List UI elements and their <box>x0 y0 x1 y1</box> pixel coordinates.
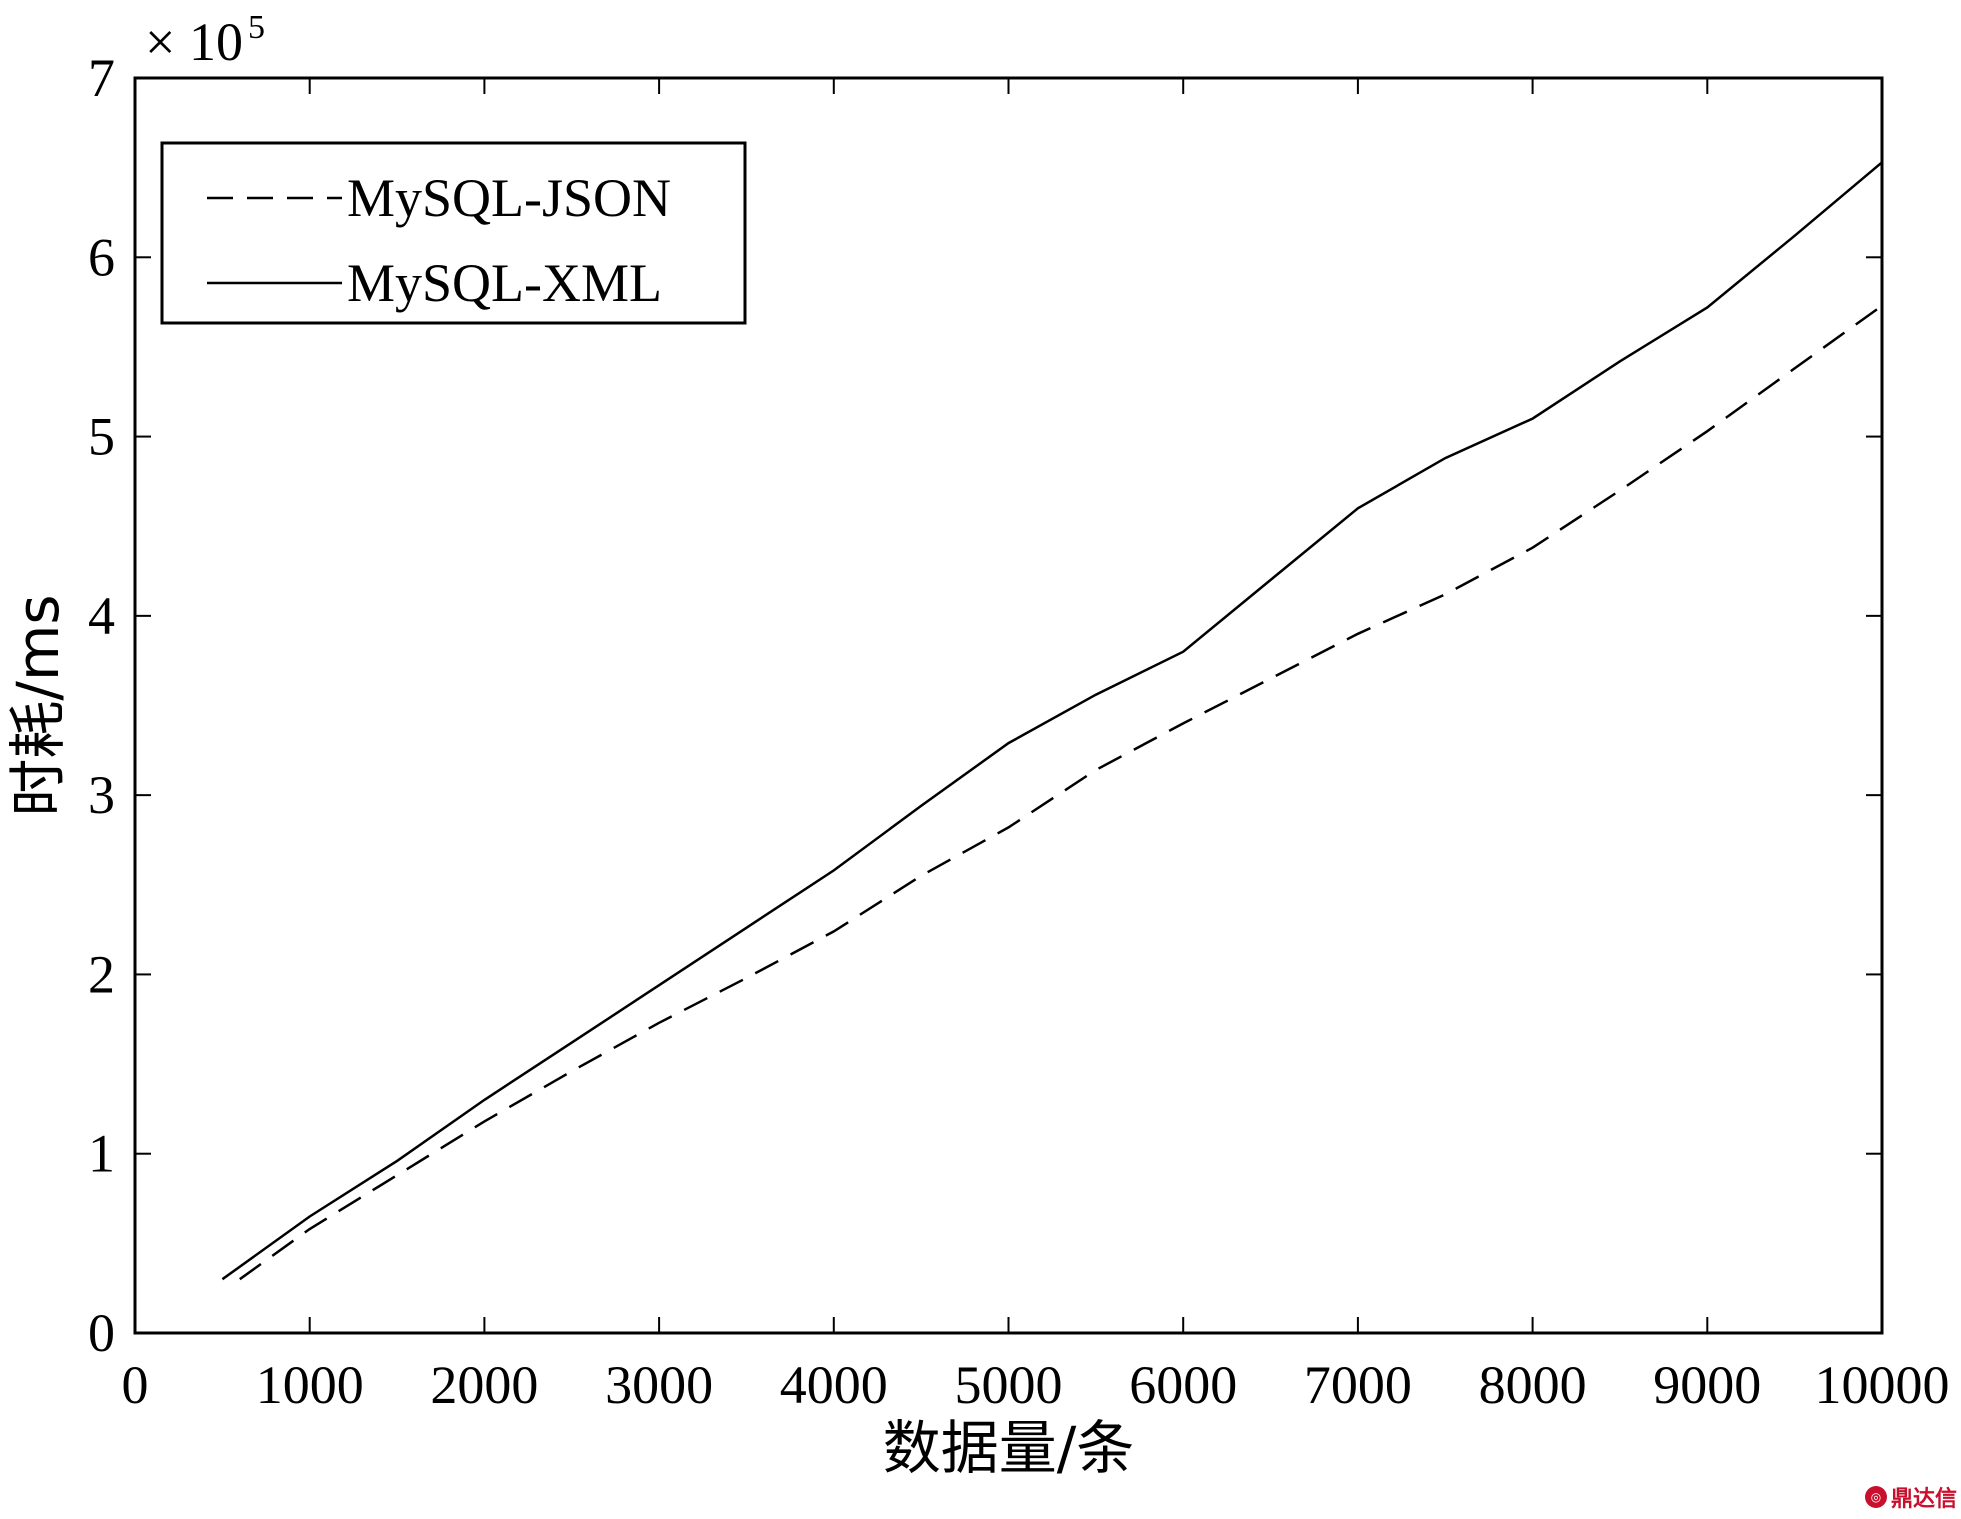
legend-box <box>160 141 747 325</box>
y-tick-label: 6 <box>88 227 115 287</box>
series-layer <box>221 161 1883 1281</box>
axis-tick-labels: 0 1000 2000 3000 4000 5000 6000 7000 8000 9000 100… <box>88 48 1950 1415</box>
y-tick-label: 3 <box>88 765 115 825</box>
x-tick-label: 9000 <box>1653 1355 1761 1415</box>
legend-label: MySQL-JSON <box>347 168 671 228</box>
y-multiplier-base: × 10 <box>145 12 243 72</box>
y-tick-label: 7 <box>88 48 115 108</box>
x-tick-label: 1000 <box>256 1355 364 1415</box>
legend-label: MySQL-XML <box>347 253 662 313</box>
watermark-text: 鼎达信 <box>1890 1487 1957 1512</box>
x-tick-label: 5000 <box>955 1355 1063 1415</box>
legend: MySQL-JSON MySQL-XML <box>160 141 747 325</box>
x-axis-title: 数据量/条 <box>883 1414 1135 1482</box>
plot-frame <box>133 76 1884 1335</box>
y-tick-label: 4 <box>88 586 115 646</box>
watermark-logo-icon: ◎ <box>1864 1486 1887 1508</box>
x-tick-label: 0 <box>122 1355 149 1415</box>
series-line-mysql-xml <box>221 161 1883 1281</box>
x-tick-label: 10000 <box>1815 1355 1950 1415</box>
y-tick-label: 5 <box>88 407 115 467</box>
y-tick-label: 0 <box>88 1303 115 1363</box>
y-tick-label: 2 <box>88 944 115 1004</box>
y-axis-multiplier: × 10 5 <box>145 9 265 72</box>
x-tick-label: 3000 <box>605 1355 713 1415</box>
watermark: ◎ 鼎达信 <box>1864 1481 1957 1513</box>
x-tick-label: 7000 <box>1304 1355 1412 1415</box>
x-tick-label: 4000 <box>780 1355 888 1415</box>
y-multiplier-exponent: 5 <box>248 9 265 46</box>
x-tick-label: 2000 <box>430 1355 538 1415</box>
series-line-mysql-json <box>239 304 1883 1281</box>
x-tick-label: 6000 <box>1129 1355 1237 1415</box>
y-tick-label: 1 <box>88 1124 115 1184</box>
y-axis-title: 时耗/ms <box>4 594 72 816</box>
x-tick-label: 8000 <box>1479 1355 1587 1415</box>
